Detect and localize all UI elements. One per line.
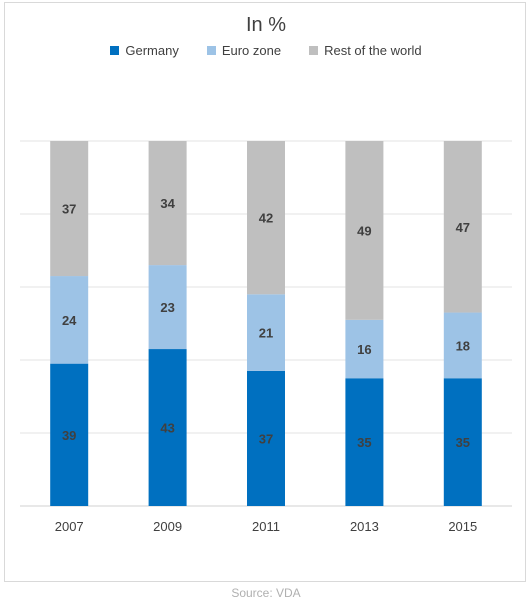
data-label: 35 — [456, 435, 470, 450]
x-tick-label: 2009 — [153, 519, 182, 534]
data-label: 49 — [357, 223, 371, 238]
legend-swatch-euro-zone — [206, 46, 216, 55]
x-tick-label: 2007 — [55, 519, 84, 534]
data-label: 43 — [160, 421, 174, 436]
bar-segment-germany — [50, 363, 89, 506]
x-tick-label: 2015 — [448, 519, 477, 534]
bar-segment-germany — [443, 378, 482, 506]
bar-segment-germany — [148, 349, 187, 506]
data-label: 37 — [259, 431, 273, 446]
data-label: 34 — [160, 196, 175, 211]
data-label: 47 — [456, 220, 470, 235]
bar-segment-euro-zone — [247, 294, 285, 371]
stacked-bar-chart: 39 24 37 2007 43 23 34 2009 37 21 42 2011 35 16 49 2013… — [20, 140, 512, 534]
bar-segment-germany — [247, 370, 285, 506]
bar-segment-rest-of-the-world — [345, 141, 384, 320]
bar-segment-euro-zone — [345, 319, 384, 379]
legend-label-germany: Germany — [125, 43, 179, 58]
bar-segment-rest-of-the-world — [443, 141, 482, 313]
legend-label-rest-of-world: Rest of the world — [324, 43, 422, 58]
bar-segment-euro-zone — [148, 265, 187, 350]
x-tick-label: 2013 — [350, 519, 379, 534]
bar-segment-rest-of-the-world — [148, 141, 187, 266]
data-label: 39 — [62, 428, 76, 443]
data-label: 21 — [259, 326, 273, 341]
bar-segment-euro-zone — [443, 312, 482, 379]
data-label: 23 — [160, 300, 174, 315]
legend-label-euro-zone: Euro zone — [221, 43, 282, 58]
bar-segment-rest-of-the-world — [247, 141, 285, 295]
bar-segment-germany — [345, 378, 384, 506]
legend: Germany Euro zone Rest of the world — [0, 43, 532, 58]
legend-item-rest-of-world: Rest of the world — [309, 43, 422, 58]
legend-swatch-germany — [110, 46, 120, 55]
data-label: 16 — [357, 342, 371, 357]
data-label: 18 — [456, 338, 470, 353]
legend-swatch-rest-of-world — [309, 46, 319, 55]
data-label: 24 — [62, 313, 77, 328]
data-label: 37 — [62, 202, 76, 217]
legend-item-germany: Germany — [110, 43, 179, 58]
bar-segment-rest-of-the-world — [50, 141, 89, 277]
legend-item-euro-zone: Euro zone — [206, 43, 282, 58]
chart-title: In % — [245, 14, 287, 36]
data-label: 42 — [259, 211, 273, 226]
bar-segment-euro-zone — [50, 276, 89, 364]
x-tick-label: 2011 — [252, 519, 280, 534]
data-label: 35 — [357, 435, 371, 450]
source-note: Source: VDA — [231, 586, 301, 600]
